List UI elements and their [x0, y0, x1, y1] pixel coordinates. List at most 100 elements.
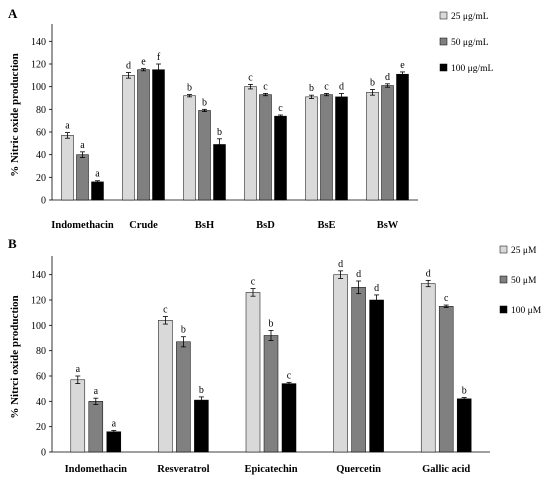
significance-letter: c	[324, 81, 329, 92]
category-label: Indomethacin	[51, 220, 114, 231]
bar	[333, 274, 348, 453]
legend-label: 50 μg/mL	[451, 38, 489, 48]
bar	[198, 110, 211, 201]
y-tick-label: 140	[31, 37, 46, 48]
y-tick-label: 60	[36, 372, 46, 383]
bar	[438, 306, 454, 453]
bar	[183, 95, 196, 201]
bar	[396, 73, 409, 201]
significance-letter: d	[374, 283, 379, 294]
bar	[76, 154, 89, 201]
y-tick-label: 100	[31, 321, 46, 332]
bar	[369, 299, 384, 453]
significance-letter: c	[278, 103, 283, 114]
bar	[274, 115, 287, 201]
panel-label: A	[8, 6, 18, 21]
bar	[137, 69, 150, 201]
legend-swatch	[499, 305, 508, 314]
significance-letter: b	[199, 385, 204, 396]
category-label: BsD	[256, 220, 275, 231]
bar	[158, 320, 173, 453]
significance-letter: d	[338, 259, 343, 270]
y-tick-label: 20	[36, 173, 46, 184]
significance-letter: c	[248, 72, 253, 83]
legend-label: 50 μM	[511, 276, 537, 286]
category-label: Resveratrol	[157, 464, 209, 475]
bar	[244, 86, 257, 201]
bar	[88, 401, 104, 453]
significance-letter: b	[202, 97, 207, 108]
bar	[305, 96, 318, 201]
significance-letter: d	[426, 268, 431, 279]
category-label: BsW	[377, 220, 399, 231]
y-axis-label: % Nitric oxide production	[9, 53, 21, 177]
bar	[259, 94, 272, 201]
significance-letter: e	[141, 57, 146, 68]
legend-label: 100 μg/mL	[451, 64, 493, 74]
category-label: Epicatechin	[244, 464, 297, 475]
significance-letter: b	[462, 386, 467, 397]
significance-letter: c	[163, 304, 168, 315]
bar	[381, 85, 394, 201]
y-tick-label: 60	[36, 128, 46, 139]
y-tick-label: 0	[41, 448, 46, 459]
category-label: BsH	[195, 220, 214, 231]
legend-label: 25 μg/mL	[451, 12, 489, 22]
significance-letter: a	[95, 169, 100, 180]
bar	[456, 398, 472, 453]
significance-letter: a	[76, 364, 81, 375]
legend-label: 25 μM	[511, 246, 537, 256]
legend-swatch	[439, 11, 448, 20]
legend-swatch	[439, 37, 448, 46]
legend-label: 100 μM	[511, 306, 542, 316]
y-tick-label: 40	[36, 150, 46, 161]
bar	[106, 431, 122, 453]
bar	[245, 292, 261, 453]
legend-swatch	[439, 63, 448, 72]
significance-letter: c	[287, 370, 292, 381]
category-label: Quercetin	[336, 464, 381, 475]
y-tick-label: 120	[31, 296, 46, 307]
category-label: Indomethacin	[65, 464, 128, 475]
bar	[176, 341, 191, 453]
panel-label: B	[8, 236, 17, 251]
significance-letter: b	[181, 325, 186, 336]
y-tick-label: 120	[31, 60, 46, 71]
y-tick-label: 0	[41, 196, 46, 207]
y-tick-label: 80	[36, 346, 46, 357]
bar	[91, 181, 104, 201]
bar	[351, 287, 366, 453]
bar	[281, 383, 297, 453]
significance-letter: c	[263, 81, 268, 92]
y-tick-label: 100	[31, 82, 46, 93]
y-tick-label: 140	[31, 270, 46, 281]
significance-letter: a	[112, 418, 117, 429]
significance-letter: c	[251, 277, 256, 288]
bar	[70, 379, 86, 453]
bar	[122, 75, 135, 201]
significance-letter: e	[400, 60, 405, 71]
significance-letter: a	[94, 386, 99, 397]
category-label: Gallic acid	[422, 464, 470, 475]
significance-letter: d	[356, 269, 361, 280]
y-axis-label: % Nitrci oxide production	[9, 295, 21, 418]
bar	[152, 69, 165, 201]
bar	[213, 144, 226, 201]
bar	[194, 399, 209, 453]
legend-swatch	[499, 245, 508, 254]
bar	[263, 335, 279, 453]
significance-letter: f	[157, 52, 161, 63]
bar	[420, 283, 436, 453]
significance-letter: a	[65, 121, 70, 132]
significance-letter: d	[126, 61, 131, 72]
category-label: BsE	[317, 220, 335, 231]
bar	[366, 92, 379, 201]
significance-letter: d	[385, 72, 390, 83]
significance-letter: d	[339, 81, 344, 92]
legend-swatch	[499, 275, 508, 284]
y-tick-label: 20	[36, 422, 46, 433]
significance-letter: b	[269, 318, 274, 329]
significance-letter: b	[187, 83, 192, 94]
significance-letter: b	[370, 78, 375, 89]
